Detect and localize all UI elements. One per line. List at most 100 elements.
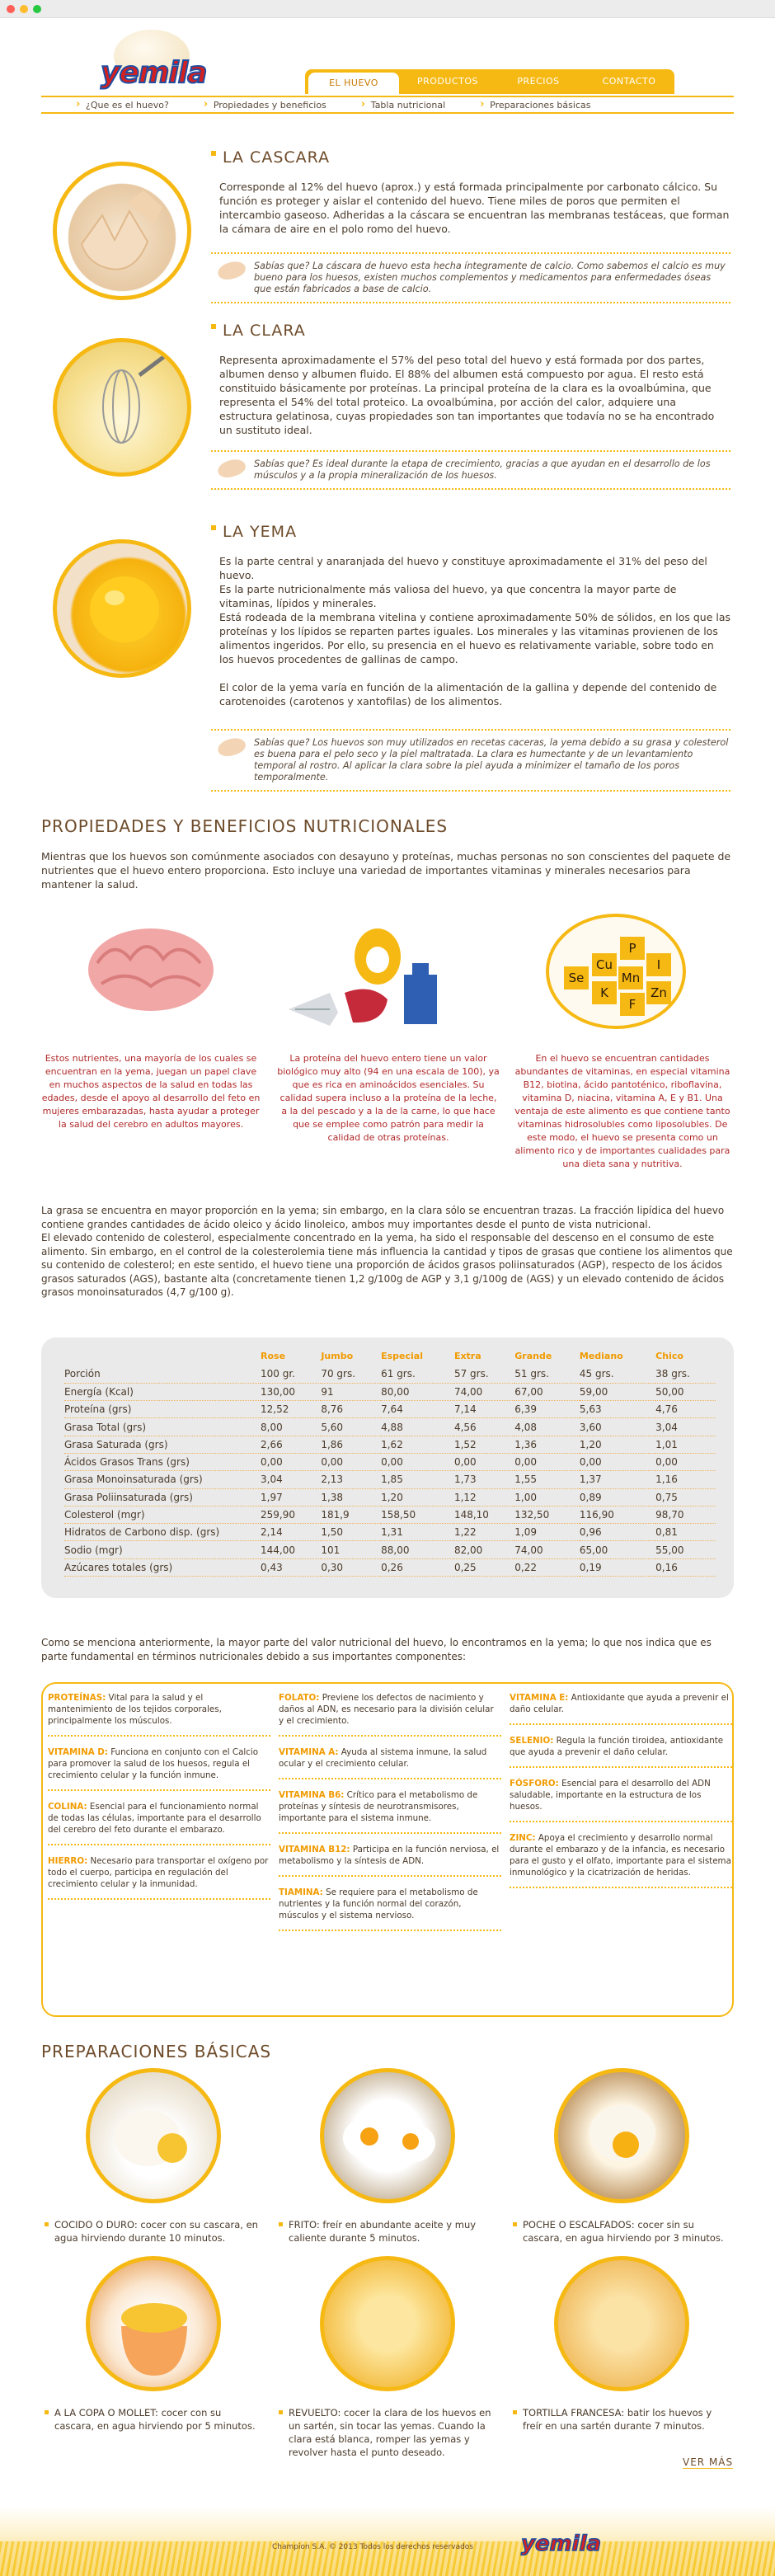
table-cell: 65,00	[579, 1540, 656, 1559]
egg-hand-icon	[215, 456, 248, 481]
table-cell: 98,70	[655, 1506, 716, 1525]
vitamins-col-2: FOLATO: Previene los defectos de nacimie…	[279, 1692, 501, 1941]
vitamin-desc: Previene los defectos de nacimiento y da…	[279, 1693, 494, 1726]
propiedades-intro: Mientras que los huevos son comúnmente a…	[41, 850, 731, 891]
subnav-propiedades[interactable]: Propiedades y beneficios	[202, 98, 326, 110]
subnav-tabla[interactable]: Tabla nutricional	[359, 98, 445, 110]
table-cell: 4,76	[655, 1400, 716, 1419]
table-cell: 8,76	[321, 1400, 382, 1419]
vitamin-desc: Participa en la función nerviosa, el met…	[279, 1845, 500, 1866]
preparaciones-title: PREPARACIONES BÁSICAS	[41, 2042, 272, 2061]
vitamin-desc: Esencial para el desarrollo del ADN salu…	[510, 1779, 711, 1812]
logo-egg-icon	[114, 30, 190, 82]
vitamin-name: TIAMINA:	[279, 1887, 323, 1897]
table-cell: 67,00	[514, 1383, 580, 1402]
minerals-icon: Se Cu P Mn I K F Zn	[546, 914, 686, 1029]
table-cell: 1,97	[261, 1488, 322, 1507]
table-cell: Colesterol (mgr)	[64, 1506, 261, 1525]
table-cell: 0,43	[261, 1558, 322, 1577]
vitamin-name: VITAMINA B6:	[279, 1790, 345, 1800]
table-row: Grasa Poliinsaturada (grs) 1,97 1,38 1,20 1,…	[64, 1488, 716, 1507]
vitamin-item: SELENIO: Regula la función tiroidea, ant…	[510, 1735, 732, 1768]
table-cell: 0,16	[655, 1558, 716, 1577]
table-cell: 0,00	[321, 1453, 382, 1472]
vitamin-item: VITAMINA A: Ayuda al sistema inmune, la …	[279, 1746, 501, 1779]
table-cell: 5,63	[579, 1400, 656, 1419]
ver-mas-link[interactable]: VER MÁS	[683, 2456, 734, 2469]
vitamin-name: HIERRO:	[48, 1856, 88, 1866]
vitaminas-intro: Como se menciona anteriormente, la mayor…	[41, 1637, 712, 1662]
close-window-icon[interactable]	[7, 5, 15, 13]
vitamin-name: VITAMINA B12:	[279, 1845, 350, 1854]
cascara-tip-text: Sabías que? La cáscara de huevo esta hec…	[254, 261, 726, 294]
table-cell: 1,01	[655, 1436, 716, 1454]
vitamins-box: PROTEÍNAS: Vital para la salud y el mant…	[41, 1682, 734, 2017]
table-cell: 0,30	[321, 1558, 382, 1577]
table-row: Sodio (mgr) 144,00 101 88,00 82,00 74,00 65,00…	[64, 1540, 716, 1559]
table-row: Colesterol (mgr) 259,90 181,9 158,50 148,10 1…	[64, 1506, 716, 1525]
whisk-image	[53, 338, 191, 477]
nav-contacto[interactable]: CONTACTO	[602, 76, 656, 87]
table-cell: 51 grs.	[514, 1366, 580, 1384]
table-cell: 80,00	[381, 1383, 454, 1402]
minimize-window-icon[interactable]	[20, 5, 28, 13]
table-cell: 116,90	[579, 1506, 656, 1525]
prep-item-4: A LA COPA O MOLLET: cocer con su cascara…	[45, 2406, 261, 2433]
table-cell: 3,04	[261, 1470, 322, 1489]
table-cell: Energía (Kcal)	[64, 1383, 261, 1402]
site-logo[interactable]: yemila	[100, 55, 208, 91]
table-cell: 1,09	[514, 1523, 580, 1542]
table-cell: 0,75	[655, 1488, 716, 1507]
table-cell: Porción	[64, 1366, 261, 1384]
table-cell: 1,20	[381, 1488, 454, 1507]
table-header-row: Rose Jumbo Especial Extra Grande Mediano Chico	[64, 1346, 716, 1366]
element-f: F	[620, 993, 645, 1016]
egg-hand-icon	[215, 735, 248, 759]
clara-tip: Sabías que? Es ideal durante la etapa de…	[211, 450, 730, 490]
eggshell-image	[53, 162, 191, 300]
brain-icon	[88, 928, 214, 1011]
vitamin-desc: Se requiere para el metabolismo de nutri…	[279, 1887, 478, 1920]
vitamin-item: ZINC: Apoya el crecimiento y desarrollo …	[510, 1832, 732, 1888]
nav-productos[interactable]: PRODUCTOS	[417, 76, 478, 87]
table-header-cell: Grande	[514, 1350, 552, 1361]
prep-item-1: COCIDO O DURO: cocer con su cascara, en …	[45, 2218, 261, 2245]
element-p: P	[620, 937, 645, 960]
table-cell: 1,50	[321, 1523, 382, 1542]
nav-el-huevo[interactable]: EL HUEVO	[308, 73, 399, 94]
table-cell: 181,9	[321, 1506, 382, 1525]
table-cell: 4,88	[381, 1417, 454, 1436]
table-cell: 1,73	[453, 1470, 515, 1489]
table-cell: 0,22	[514, 1558, 580, 1577]
vitamins-col-3: VITAMINA E: Antioxidante que ayuda a pre…	[510, 1692, 732, 1898]
table-cell: 7,14	[453, 1400, 515, 1419]
table-cell: 4,08	[514, 1417, 580, 1436]
table-cell: 7,64	[381, 1400, 454, 1419]
section-yema: LA YEMA Es la parte central y anaranjada…	[41, 521, 734, 801]
yema-tip-text: Sabías que? Los huevos son muy utilizado…	[254, 737, 729, 783]
table-cell: 0,26	[381, 1558, 454, 1577]
section-cascara: LA CASCARA Corresponde al 12% del huevo …	[41, 147, 734, 345]
footer-logo[interactable]: yemila	[520, 2531, 602, 2557]
vitamin-desc: Esencial para el funcionamiento normal d…	[48, 1802, 261, 1835]
subnav-que-es[interactable]: ¿Que es el huevo?	[74, 98, 169, 110]
sub-nav: ¿Que es el huevo? Propiedades y benefici…	[41, 96, 734, 114]
table-cell: 6,39	[514, 1400, 580, 1419]
table-cell: 1,36	[514, 1436, 580, 1454]
subnav-preparaciones[interactable]: Preparaciones básicas	[478, 98, 590, 110]
vitamin-name: COLINA:	[48, 1802, 87, 1812]
table-cell: 148,10	[453, 1506, 515, 1525]
vitamin-item: PROTEÍNAS: Vital para la salud y el mant…	[48, 1692, 270, 1737]
nutrition-table: Rose Jumbo Especial Extra Grande Mediano Chico…	[41, 1337, 734, 1598]
maximize-window-icon[interactable]	[33, 5, 41, 13]
vitamin-item: HIERRO: Necesario para transportar el ox…	[48, 1855, 270, 1900]
nav-precios[interactable]: PRECIOS	[517, 76, 560, 87]
table-cell: 50,00	[655, 1383, 716, 1402]
table-cell: 1,16	[655, 1470, 716, 1489]
benefit-text-1: Estos nutrientes, una mayoría de los cua…	[41, 1053, 261, 1130]
vitamin-desc: Funciona en conjunto con el Calcio para …	[48, 1747, 259, 1780]
table-cell: 70 grs.	[321, 1366, 382, 1384]
table-cell: 88,00	[381, 1540, 454, 1559]
vitamin-item: VITAMINA B12: Participa en la función ne…	[279, 1844, 501, 1877]
table-cell: 0,00	[655, 1453, 716, 1472]
